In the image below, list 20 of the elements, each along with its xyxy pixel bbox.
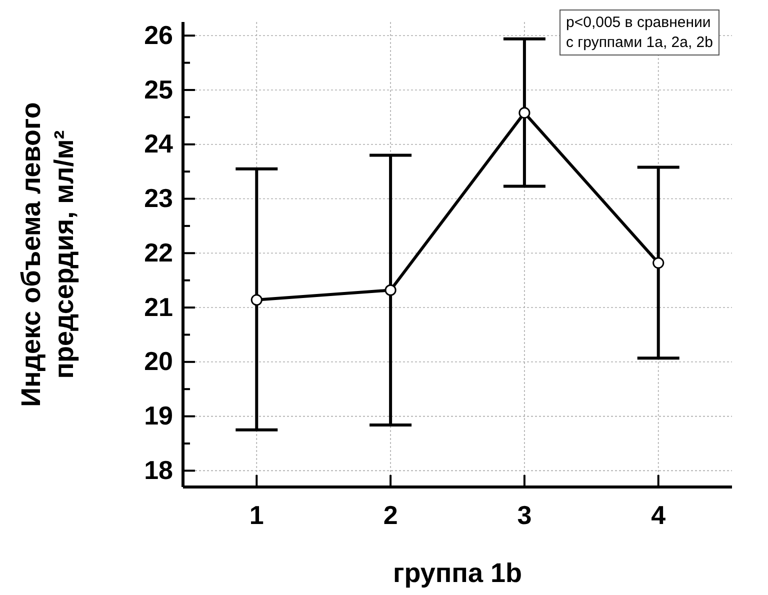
y-tick-label: 20 — [144, 346, 173, 376]
y-tick-label: 19 — [144, 400, 173, 431]
x-tick-label: 2 — [383, 500, 398, 530]
y-tick-label: 22 — [144, 237, 173, 268]
y-tick-label: 23 — [144, 183, 173, 214]
y-tick-label: 25 — [144, 74, 173, 104]
y-axis-title: Индекс объема левого предсердия, мл/м² — [16, 102, 79, 407]
point — [652, 257, 664, 269]
point — [250, 294, 262, 306]
x-tick-label: 4 — [651, 500, 666, 530]
y-tick-label: 18 — [144, 455, 173, 486]
x-axis-title: группа 1b — [392, 558, 522, 588]
y-tick-label: 24 — [144, 128, 174, 159]
x-tick-label: 3 — [517, 500, 532, 530]
x-tick-label: 1 — [249, 500, 264, 530]
y-tick-label: 26 — [144, 20, 173, 50]
point — [518, 107, 530, 119]
y-tick-label: 21 — [144, 292, 173, 322]
annotation: p<0,005 в сравнении с группами 1a, 2a, 2b — [566, 14, 713, 51]
point — [384, 284, 396, 296]
